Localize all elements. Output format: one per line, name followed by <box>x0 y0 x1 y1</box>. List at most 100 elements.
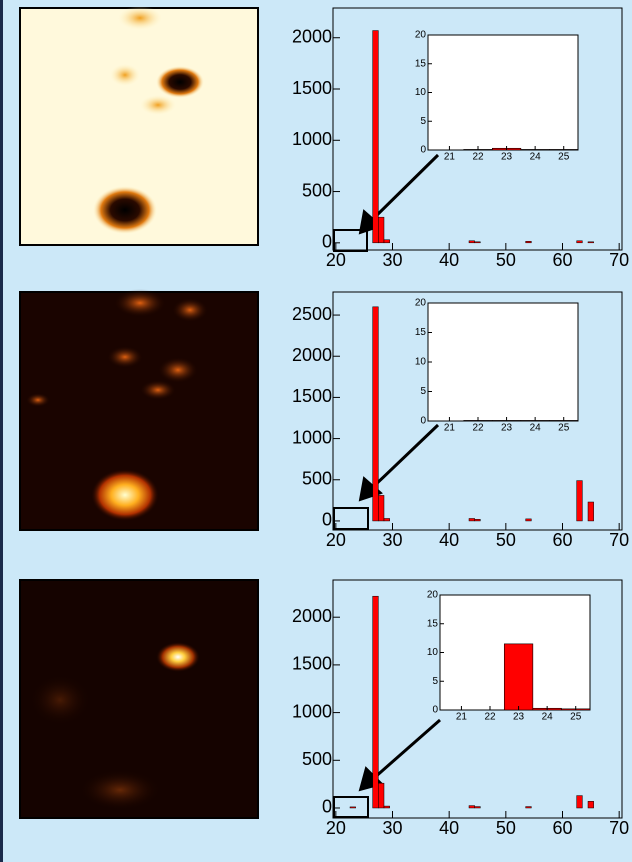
y-tick-label: 2000 <box>292 606 332 626</box>
x-tick-label: 50 <box>496 530 516 550</box>
x-tick-label: 70 <box>609 250 629 270</box>
bar <box>383 239 390 244</box>
y-tick-label: 2000 <box>292 26 332 46</box>
y-tick-label: 20 <box>415 298 427 309</box>
x-tick-label: 40 <box>439 250 459 270</box>
x-tick-label: 22 <box>472 152 484 163</box>
x-tick-label: 21 <box>444 423 456 434</box>
bar <box>474 806 481 809</box>
bar <box>474 241 481 244</box>
plot-frame <box>332 7 623 251</box>
x-tick-label: 21 <box>456 712 468 723</box>
bar <box>383 518 390 522</box>
x-tick-label: 60 <box>552 818 572 838</box>
y-tick-label: 2000 <box>292 345 332 365</box>
y-tick-label: 1500 <box>292 386 332 406</box>
x-tick-label: 60 <box>552 530 572 550</box>
y-tick-label: 15 <box>415 58 427 69</box>
y-tick-label: 1000 <box>292 701 332 721</box>
x-tick-label: 60 <box>552 250 572 270</box>
x-tick-label: 30 <box>382 530 402 550</box>
bar <box>372 595 379 809</box>
x-tick-label: 20 <box>326 818 346 838</box>
image-3 <box>19 579 259 819</box>
bar <box>372 30 379 244</box>
y-tick-label: 0 <box>432 705 438 716</box>
bar <box>372 306 379 522</box>
bar <box>503 643 534 711</box>
bar <box>383 805 390 809</box>
y-tick-label: 15 <box>427 618 439 629</box>
bar <box>349 806 356 809</box>
x-tick-label: 50 <box>496 250 516 270</box>
y-tick-label: 1000 <box>292 427 332 447</box>
bar <box>576 480 583 522</box>
bar <box>378 216 385 244</box>
bar <box>587 501 594 522</box>
y-tick-label: 1500 <box>292 654 332 674</box>
y-tick-label: 0 <box>420 416 426 427</box>
edge <box>0 0 3 862</box>
bar <box>468 240 475 244</box>
bar <box>587 801 594 809</box>
y-tick-label: 500 <box>302 180 332 200</box>
x-tick-label: 40 <box>439 818 459 838</box>
y-tick-label: 20 <box>427 590 439 601</box>
x-tick-label: 70 <box>609 818 629 838</box>
plot-frame <box>332 579 623 819</box>
x-tick-label: 23 <box>513 712 525 723</box>
x-tick-label: 24 <box>530 152 542 163</box>
y-tick-label: 500 <box>302 469 332 489</box>
y-tick-label: 20 <box>415 30 427 41</box>
x-tick-label: 30 <box>382 250 402 270</box>
inset-frame <box>427 302 579 422</box>
y-tick-label: 10 <box>415 87 427 98</box>
y-tick-label: 2500 <box>292 304 332 324</box>
x-tick-label: 30 <box>382 818 402 838</box>
bar <box>468 805 475 809</box>
y-tick-label: 1500 <box>292 78 332 98</box>
bar <box>576 240 583 244</box>
x-tick-label: 24 <box>530 423 542 434</box>
y-tick-label: 5 <box>420 386 426 397</box>
x-tick-label: 25 <box>570 712 582 723</box>
x-tick-label: 22 <box>484 712 496 723</box>
x-tick-label: 20 <box>326 250 346 270</box>
y-tick-label: 5 <box>420 116 426 127</box>
inset-frame <box>427 34 579 151</box>
x-tick-label: 23 <box>501 152 513 163</box>
bar <box>576 795 583 809</box>
y-tick-label: 0 <box>420 145 426 156</box>
bar <box>525 518 532 522</box>
y-tick-label: 0 <box>322 232 332 252</box>
x-tick-label: 50 <box>496 818 516 838</box>
y-tick-label: 15 <box>415 327 427 338</box>
x-tick-label: 25 <box>558 152 570 163</box>
x-tick-label: 40 <box>439 530 459 550</box>
y-tick-label: 0 <box>322 797 332 817</box>
y-tick-label: 500 <box>302 749 332 769</box>
image-1 <box>19 6 259 246</box>
x-tick-label: 24 <box>542 712 554 723</box>
x-tick-label: 23 <box>501 423 513 434</box>
x-tick-label: 21 <box>444 152 456 163</box>
bar <box>378 782 385 809</box>
x-tick-label: 70 <box>609 530 629 550</box>
y-tick-label: 10 <box>427 647 439 658</box>
bar <box>525 241 532 244</box>
bar <box>525 806 532 809</box>
image-2 <box>19 289 259 531</box>
x-tick-label: 20 <box>326 530 346 550</box>
x-tick-label: 25 <box>558 423 570 434</box>
bar <box>474 519 481 522</box>
y-tick-label: 10 <box>415 357 427 368</box>
bar <box>587 241 594 244</box>
bar <box>468 518 475 522</box>
bar <box>378 495 385 522</box>
y-tick-label: 0 <box>322 510 332 530</box>
y-tick-label: 1000 <box>292 129 332 149</box>
x-tick-label: 22 <box>472 423 484 434</box>
y-tick-label: 5 <box>432 676 438 687</box>
